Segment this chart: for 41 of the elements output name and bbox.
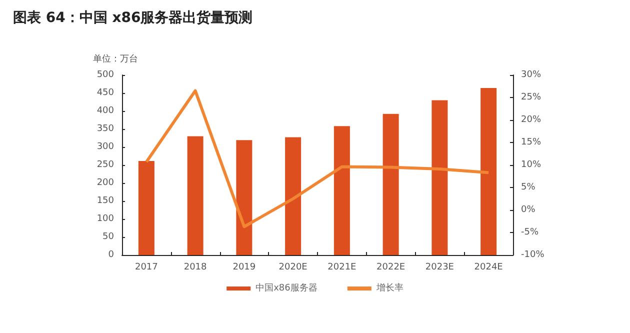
y2-tick-label: 15% [521, 138, 542, 148]
line-series [144, 89, 490, 228]
y-tick-label: 50 [102, 232, 114, 242]
chart-title: 图表 64：中国 x86服务器出货量预测 [13, 10, 253, 26]
bar [138, 161, 154, 255]
y-axis-title: 单位：万台 [93, 54, 138, 64]
y-tick-label: 500 [96, 70, 114, 80]
y-tick-label: 0 [108, 250, 114, 260]
bar [480, 88, 497, 255]
bar [187, 136, 204, 255]
y2-tick-label: 20% [521, 115, 542, 125]
y-tick-label: 400 [96, 106, 114, 116]
bar [236, 140, 252, 255]
y2-tick-label: 5% [521, 182, 536, 192]
x-tick-label: 2022E [376, 262, 406, 272]
y2-tick-label: -10% [521, 250, 545, 260]
x-tick-label: 2024E [474, 262, 504, 272]
y-tick-label: 350 [96, 124, 114, 134]
x-tick-label: 2017 [134, 262, 158, 272]
bar [334, 126, 350, 255]
bar [382, 114, 399, 255]
x-tick-label: 2020E [278, 262, 308, 272]
x-tick-label: 2021E [328, 262, 357, 272]
bar [432, 100, 448, 255]
y-tick-label: 200 [96, 178, 114, 188]
x-tick-label: 2023E [425, 262, 454, 272]
legend-label: 中国x86服务器 [256, 282, 318, 294]
y-tick-label: 450 [96, 88, 114, 98]
bar [285, 137, 302, 255]
x-tick-label: 2019 [232, 262, 256, 272]
y2-tick-label: 10% [521, 160, 542, 170]
y-tick-label: 300 [96, 142, 114, 152]
y2-tick-label: 30% [521, 70, 542, 80]
y-tick-label: 100 [96, 214, 114, 224]
y2-tick-label: 25% [521, 92, 542, 102]
legend-label: 增长率 [375, 282, 404, 294]
y-tick-label: 150 [96, 196, 114, 206]
y2-tick-label: 0% [521, 205, 536, 215]
x-tick-label: 2018 [184, 262, 208, 272]
y-tick-label: 250 [96, 160, 114, 170]
y2-tick-label: -5% [521, 228, 539, 238]
